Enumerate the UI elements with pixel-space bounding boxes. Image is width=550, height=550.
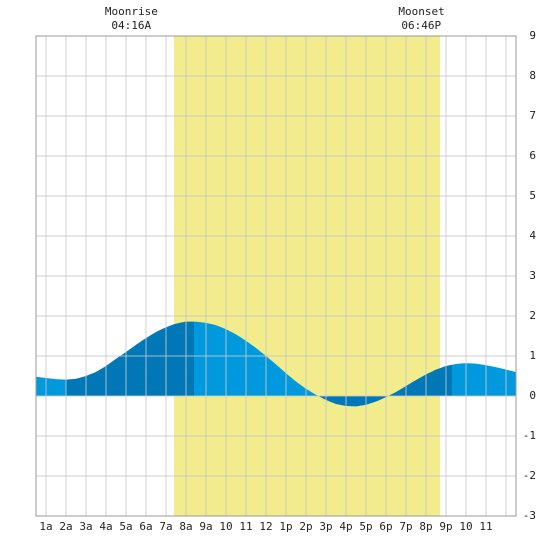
x-tick-label: 4a <box>99 520 113 533</box>
x-tick-label: 7p <box>399 520 413 533</box>
x-tick-label: 3a <box>79 520 93 533</box>
x-tick-label: 9p <box>439 520 453 533</box>
x-tick-label: 2p <box>299 520 313 533</box>
moonset-label: Moonset <box>398 5 445 18</box>
x-tick-label: 12 <box>259 520 273 533</box>
x-tick-label: 5a <box>119 520 133 533</box>
y-tick-label: -3 <box>522 509 536 522</box>
x-tick-label: 3p <box>319 520 333 533</box>
tide-area-segment-1 <box>66 321 194 396</box>
y-tick-label: -1 <box>522 429 536 442</box>
x-tick-label: 6p <box>379 520 393 533</box>
x-tick-label: 5p <box>359 520 373 533</box>
x-tick-label: 9a <box>199 520 213 533</box>
y-tick-label: -2 <box>522 469 536 482</box>
y-tick-label: 1 <box>529 349 536 362</box>
moonset-time: 06:46P <box>401 19 442 32</box>
x-tick-label: 1a <box>39 520 53 533</box>
tide-area-segment-4 <box>366 364 452 405</box>
x-tick-label: 11 <box>479 520 493 533</box>
y-tick-label: 4 <box>529 229 536 242</box>
x-tick-label: 6a <box>139 520 153 533</box>
x-tick-label: 4p <box>339 520 353 533</box>
y-tick-label: 9 <box>529 29 536 42</box>
tide-area-segment-5 <box>452 363 516 396</box>
y-tick-label: 2 <box>529 309 536 322</box>
tide-area-segment-3 <box>316 394 366 407</box>
x-tick-label: 10 <box>459 520 473 533</box>
x-tick-label: 7a <box>159 520 173 533</box>
tide-area-segment-0 <box>36 376 66 396</box>
x-tick-label: 8p <box>419 520 433 533</box>
x-tick-label: 2a <box>59 520 73 533</box>
x-tick-label: 10 <box>219 520 233 533</box>
x-tick-label: 11 <box>239 520 253 533</box>
plot-frame <box>35 35 517 517</box>
moonrise-time: 04:16A <box>111 19 152 32</box>
y-tick-label: 7 <box>529 109 536 122</box>
y-tick-label: 3 <box>529 269 536 282</box>
x-tick-label: 1p <box>279 520 293 533</box>
y-tick-label: 8 <box>529 69 536 82</box>
x-tick-label: 8a <box>179 520 193 533</box>
y-tick-label: 5 <box>529 189 536 202</box>
y-tick-label: 0 <box>529 389 536 402</box>
y-tick-label: 6 <box>529 149 536 162</box>
moonrise-label: Moonrise <box>104 5 158 18</box>
